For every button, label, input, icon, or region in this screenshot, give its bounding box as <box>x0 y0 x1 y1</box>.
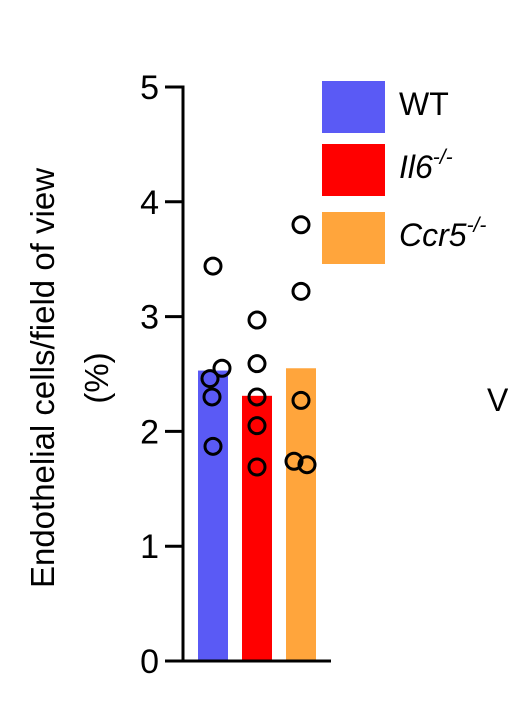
y-tick-labels: 0 1 2 3 4 5 <box>140 69 159 681</box>
legend-label-il6: Il6-/- <box>399 146 453 185</box>
data-point <box>212 358 232 378</box>
y-tick-label: 4 <box>140 184 159 222</box>
y-axis-unit: (%) <box>78 352 115 403</box>
data-point <box>247 387 267 407</box>
y-tick-label: 1 <box>140 528 159 566</box>
y-tick-label: 0 <box>140 643 159 681</box>
legend-label-wt: WT <box>399 86 449 122</box>
legend-swatch-il6 <box>322 144 385 196</box>
data-point <box>297 455 317 475</box>
data-point <box>291 281 311 301</box>
y-axis-title: Endothelial cells/field of view <box>24 168 61 588</box>
bars-group <box>198 368 316 661</box>
data-point <box>247 310 267 330</box>
bar-wt <box>198 370 228 661</box>
legend: WT Il6-/- Ccr5-/- <box>322 81 486 264</box>
bar-il6 <box>242 395 272 661</box>
data-point <box>291 215 311 235</box>
points-group <box>200 215 317 477</box>
cropped-annotation: V <box>487 382 508 418</box>
y-axis <box>165 85 331 663</box>
data-point <box>247 457 267 477</box>
legend-label-ccr5: Ccr5-/- <box>399 214 486 253</box>
y-tick-label: 3 <box>140 299 159 337</box>
data-point <box>203 256 223 276</box>
data-point <box>247 416 267 436</box>
data-point <box>203 436 223 456</box>
legend-swatch-wt <box>322 81 385 133</box>
bar-ccr5 <box>286 368 316 661</box>
data-point <box>247 354 267 374</box>
y-tick-label: 5 <box>140 69 159 107</box>
data-point <box>200 369 220 389</box>
legend-swatch-ccr5 <box>322 212 385 264</box>
data-point <box>291 390 311 410</box>
data-point <box>284 451 304 471</box>
data-point <box>202 387 222 407</box>
y-tick-label: 2 <box>140 413 159 451</box>
